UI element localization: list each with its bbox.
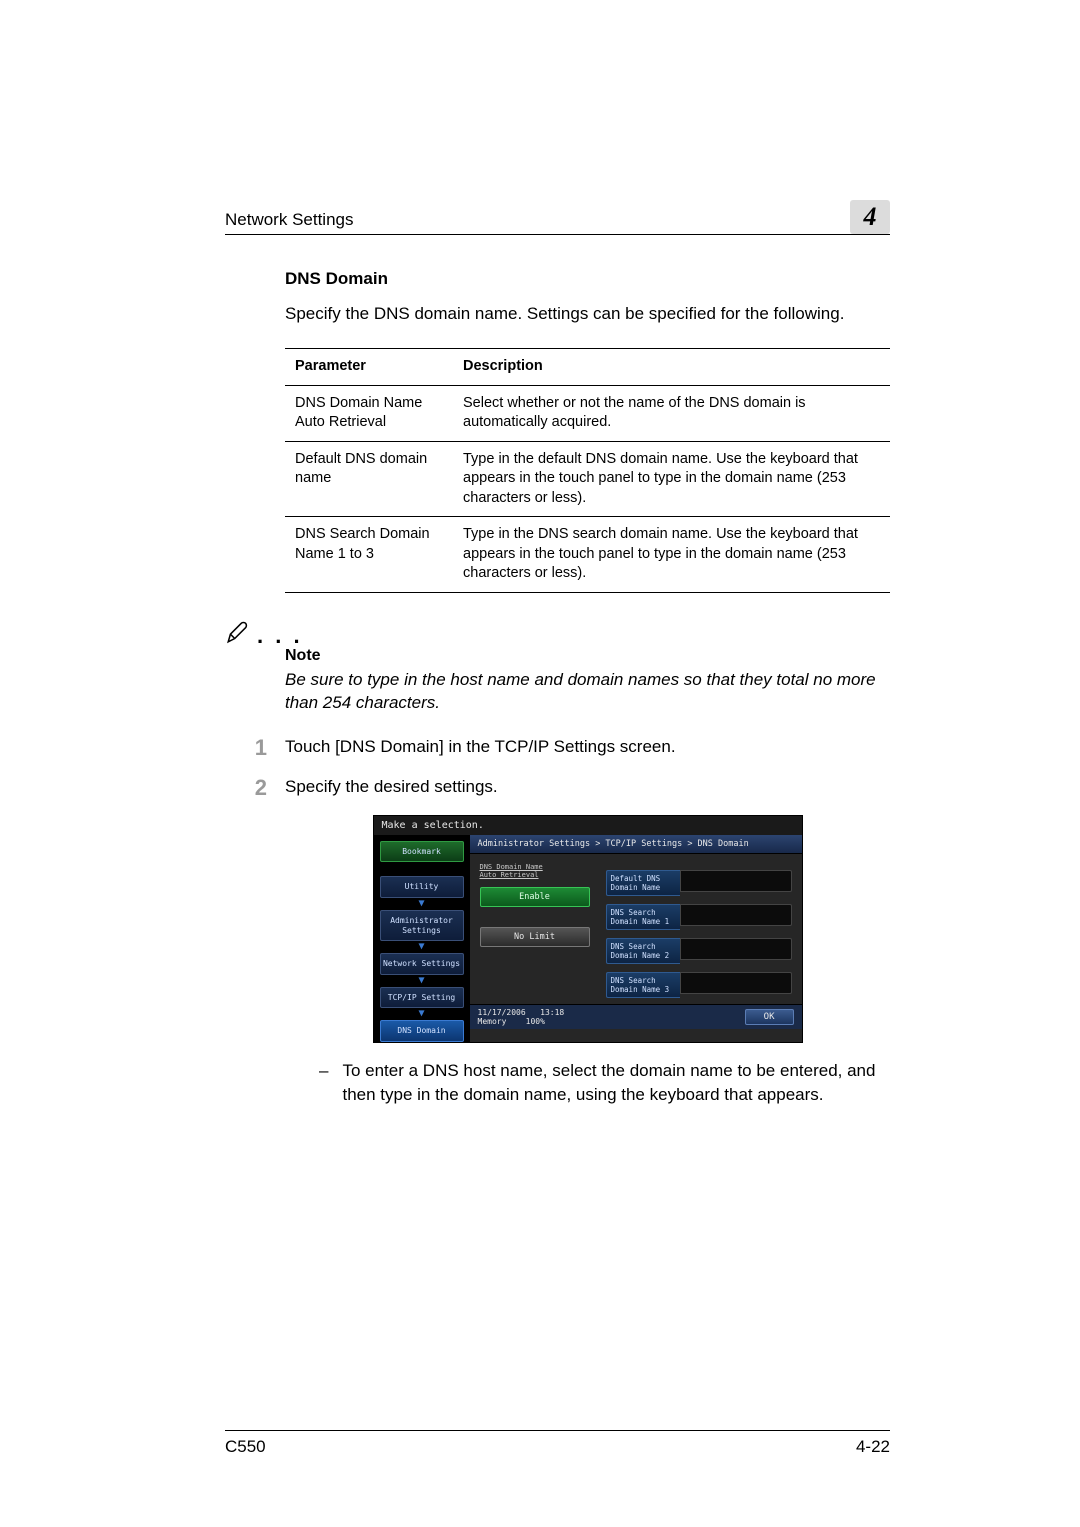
- footer-page: 4-22: [856, 1437, 890, 1457]
- table-row: DNS Search Domain Name 1 to 3 Type in th…: [285, 517, 890, 593]
- pencil-icon: [225, 619, 251, 645]
- breadcrumb: Administrator Settings > TCP/IP Settings…: [470, 835, 802, 854]
- table-cell: DNS Domain Name Auto Retrieval: [285, 385, 453, 441]
- sidebar-item-administrator[interactable]: Administrator Settings: [380, 910, 464, 941]
- field-input[interactable]: [680, 972, 792, 994]
- field-input[interactable]: [680, 904, 792, 926]
- dash-icon: –: [319, 1059, 328, 1107]
- substep: – To enter a DNS host name, select the d…: [285, 1059, 890, 1107]
- page-footer: C550 4-22: [225, 1430, 890, 1457]
- field-input[interactable]: [680, 938, 792, 960]
- field-search-2[interactable]: DNS Search Domain Name 2: [606, 938, 792, 964]
- field-input[interactable]: [680, 870, 792, 892]
- touch-panel-screenshot: Make a selection. Bookmark Utility ▼ Adm…: [373, 815, 803, 1043]
- step-2: 2 Specify the desired settings.: [285, 775, 890, 801]
- footer-model: C550: [225, 1437, 266, 1457]
- sidebar-item-dns-domain[interactable]: DNS Domain: [380, 1020, 464, 1042]
- chapter-badge: 4: [850, 200, 890, 234]
- chevron-down-icon: ▼: [380, 943, 464, 951]
- table-row: DNS Domain Name Auto Retrieval Select wh…: [285, 385, 890, 441]
- auto-retrieval-label: DNS Domain Name Auto Retrieval: [480, 864, 590, 879]
- footer-date: 11/17/2006: [478, 1008, 526, 1017]
- ok-button[interactable]: OK: [745, 1009, 794, 1025]
- chevron-down-icon: ▼: [380, 900, 464, 908]
- step-number: 1: [245, 735, 267, 761]
- table-cell: Select whether or not the name of the DN…: [453, 385, 890, 441]
- field-search-3[interactable]: DNS Search Domain Name 3: [606, 972, 792, 998]
- note-body: Be sure to type in the host name and dom…: [285, 669, 890, 715]
- sidebar-item-network[interactable]: Network Settings: [380, 953, 464, 975]
- sidebar-item-utility[interactable]: Utility: [380, 876, 464, 898]
- sidebar-item-bookmark[interactable]: Bookmark: [380, 841, 464, 863]
- sidebar-item-tcpip[interactable]: TCP/IP Setting: [380, 987, 464, 1009]
- enable-button[interactable]: Enable: [480, 887, 590, 907]
- field-label: DNS Search Domain Name 2: [606, 938, 680, 964]
- table-header-parameter: Parameter: [285, 348, 453, 385]
- note-icon-row: . . .: [225, 619, 890, 645]
- footer-memory-value: 100%: [526, 1017, 545, 1026]
- chevron-down-icon: ▼: [380, 1010, 464, 1018]
- field-label: DNS Search Domain Name 3: [606, 972, 680, 998]
- step-1: 1 Touch [DNS Domain] in the TCP/IP Setti…: [285, 735, 890, 761]
- field-label: Default DNS Domain Name: [606, 870, 680, 896]
- page-header: Network Settings 4: [225, 200, 890, 235]
- table-cell: Type in the default DNS domain name. Use…: [453, 441, 890, 517]
- step-number: 2: [245, 775, 267, 801]
- note-label: Note: [285, 647, 890, 665]
- field-search-1[interactable]: DNS Search Domain Name 1: [606, 904, 792, 930]
- field-default-dns[interactable]: Default DNS Domain Name: [606, 870, 792, 896]
- ellipsis-icon: . . .: [257, 631, 303, 645]
- step-text: Touch [DNS Domain] in the TCP/IP Setting…: [285, 735, 890, 761]
- heading-dns-domain: DNS Domain: [285, 269, 890, 289]
- table-cell: Default DNS domain name: [285, 441, 453, 517]
- panel-footer: 11/17/2006 13:18 Memory 100% OK: [470, 1004, 802, 1029]
- table-row: Default DNS domain name Type in the defa…: [285, 441, 890, 517]
- table-cell: Type in the DNS search domain name. Use …: [453, 517, 890, 593]
- footer-memory-label: Memory: [478, 1017, 507, 1026]
- table-cell: DNS Search Domain Name 1 to 3: [285, 517, 453, 593]
- table-header-description: Description: [453, 348, 890, 385]
- intro-paragraph: Specify the DNS domain name. Settings ca…: [285, 303, 890, 326]
- substep-text: To enter a DNS host name, select the dom…: [342, 1059, 890, 1107]
- panel-instruction: Make a selection.: [374, 816, 802, 835]
- chevron-down-icon: ▼: [380, 977, 464, 985]
- section-title: Network Settings: [225, 210, 354, 230]
- no-limit-button[interactable]: No Limit: [480, 927, 590, 947]
- field-label: DNS Search Domain Name 1: [606, 904, 680, 930]
- footer-time: 13:18: [540, 1008, 564, 1017]
- step-text: Specify the desired settings.: [285, 775, 890, 801]
- panel-sidebar: Bookmark Utility ▼ Administrator Setting…: [374, 835, 470, 1042]
- parameter-table: Parameter Description DNS Domain Name Au…: [285, 348, 890, 593]
